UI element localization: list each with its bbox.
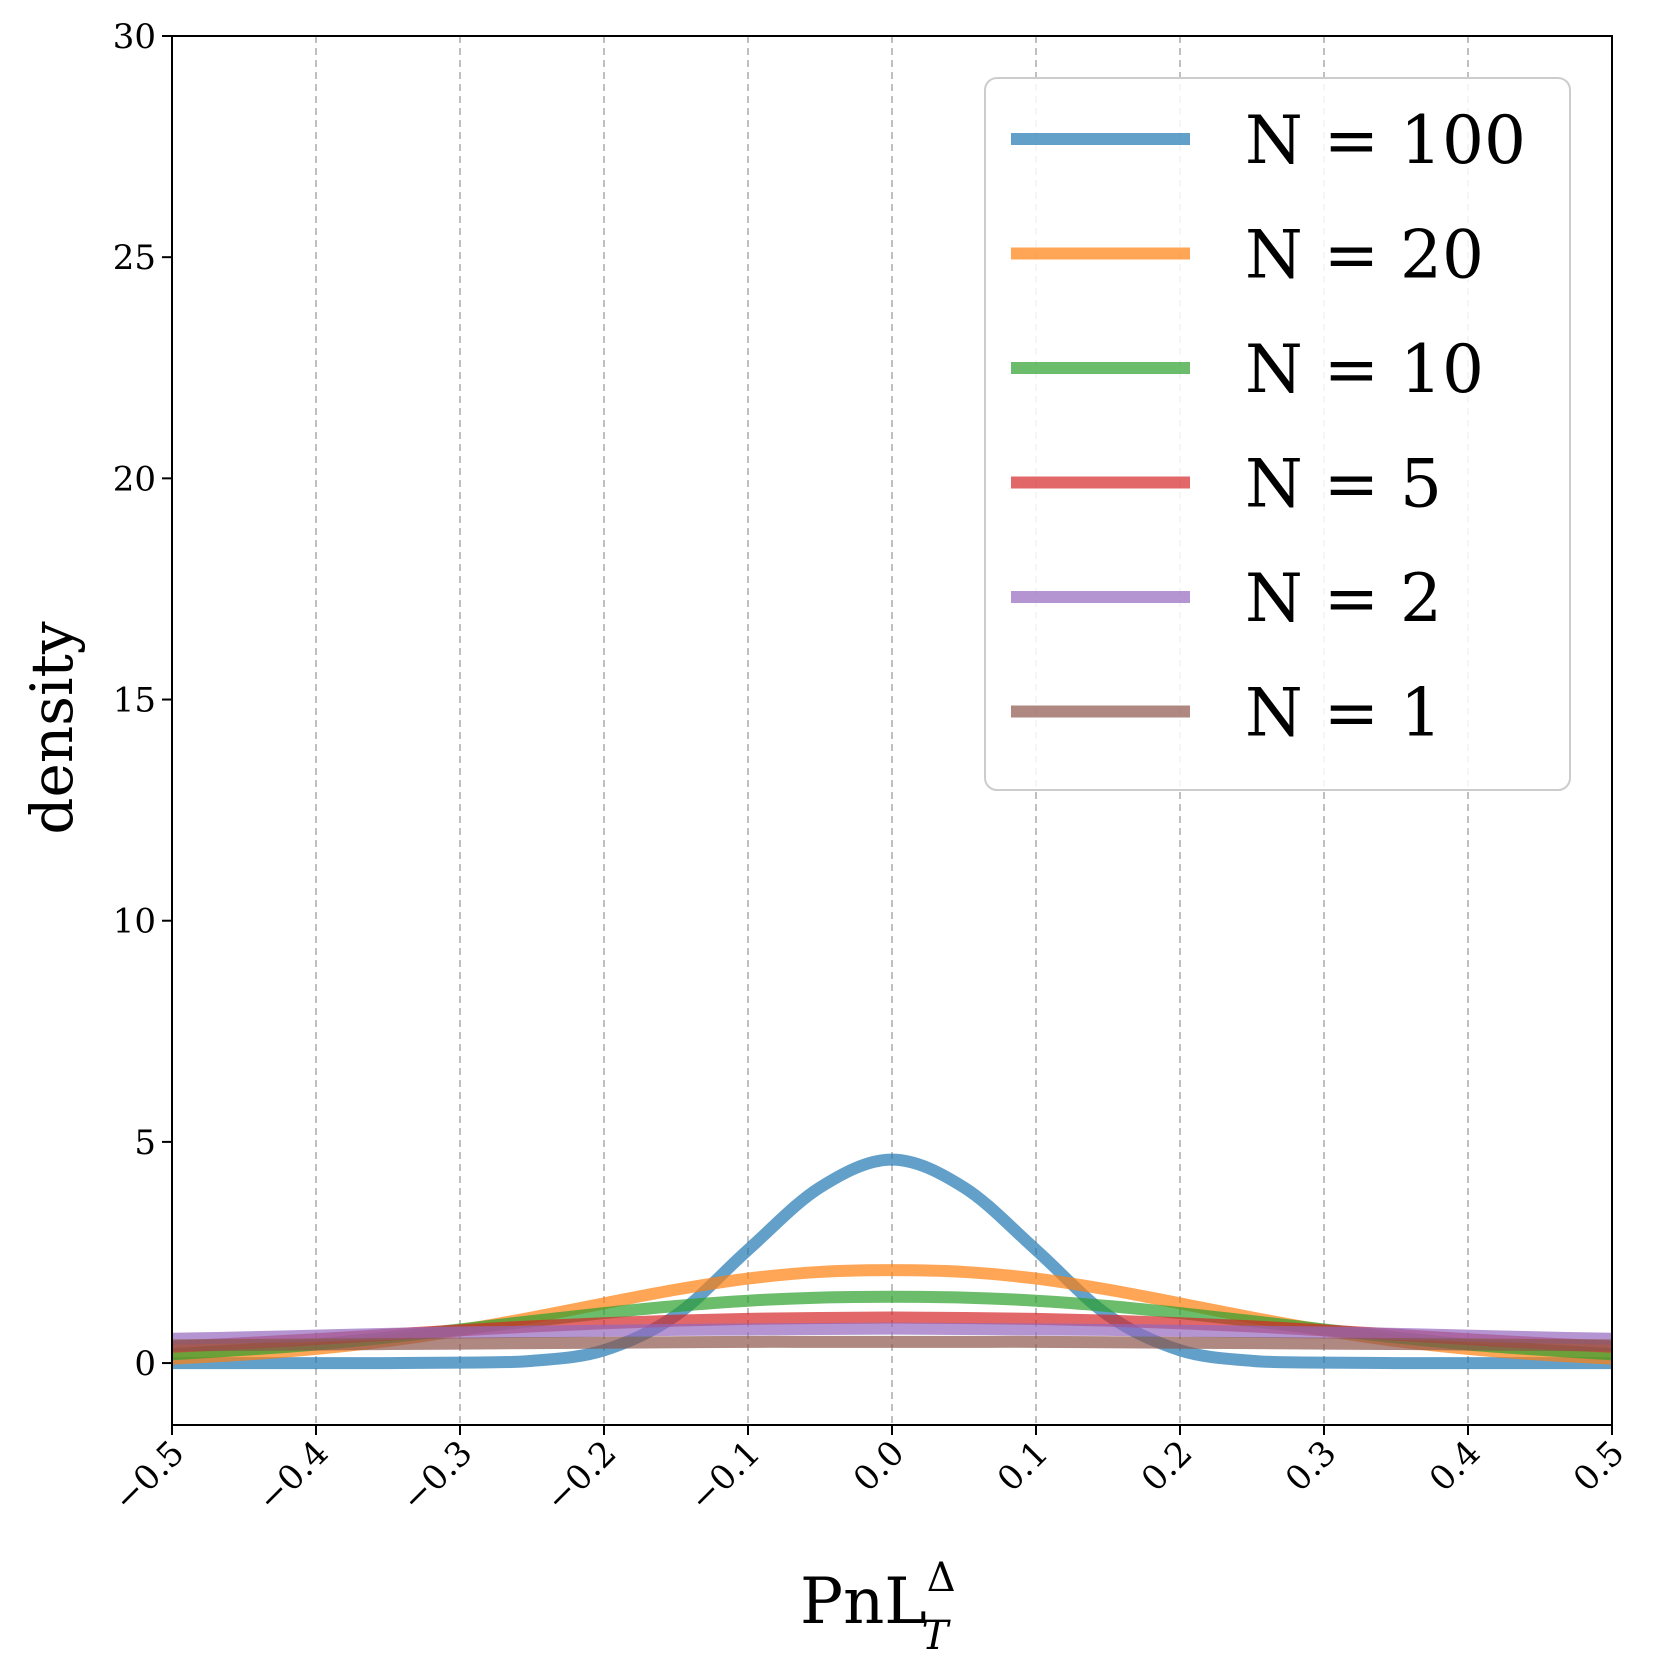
legend-label-4: N = 2 [1245,560,1442,637]
x-tick-label: −0.3 [394,1433,481,1520]
series-line-4 [171,1322,1613,1345]
x-axis-label-subscript: T [922,1613,952,1659]
y-tick-label: 30 [113,17,156,57]
y-axis: 0 5 10 15 20 25 30 [113,17,172,1384]
x-tick-label: 0.5 [1566,1433,1633,1500]
x-axis-label: PnLΔ T [800,1555,956,1659]
y-tick-label: 25 [113,238,156,278]
legend-label-0: N = 100 [1245,102,1526,179]
y-tick-label: 5 [134,1123,156,1163]
y-tick-label: 0 [134,1344,156,1384]
x-tick-label: 0.0 [846,1433,913,1500]
x-tick-label: −0.2 [538,1433,625,1520]
series-line-0 [172,1153,1612,1370]
series-line-5 [171,1335,1613,1352]
y-axis-label: density [18,621,86,834]
x-tick-label: −0.1 [682,1433,769,1520]
y-tick-label: 15 [113,681,156,721]
legend-label-5: N = 1 [1245,675,1442,752]
series-layer [171,1153,1613,1370]
x-tick-label: 0.2 [1134,1433,1201,1500]
x-tick-label: 0.4 [1422,1433,1489,1500]
legend-label-2: N = 10 [1245,331,1484,408]
y-tick-label: 20 [113,459,156,499]
x-axis-label-superscript: Δ [927,1555,956,1601]
legend-label-1: N = 20 [1245,217,1484,294]
x-tick-label: 0.3 [1278,1433,1345,1500]
legend-label-3: N = 5 [1245,446,1442,523]
y-tick-label: 10 [113,902,156,942]
x-tick-label: −0.5 [106,1433,193,1520]
legend: N = 100 N = 20 N = 10 N = 5 N = 2 N = 1 [984,77,1571,791]
x-tick-label: −0.4 [250,1433,337,1520]
x-axis-label-main: PnL [800,1565,927,1639]
x-axis: −0.5 −0.4 −0.3 −0.2 −0.1 0.0 0.1 0.2 0.3 0.4 0.5 [106,1425,1633,1520]
x-tick-label: 0.1 [990,1433,1057,1500]
